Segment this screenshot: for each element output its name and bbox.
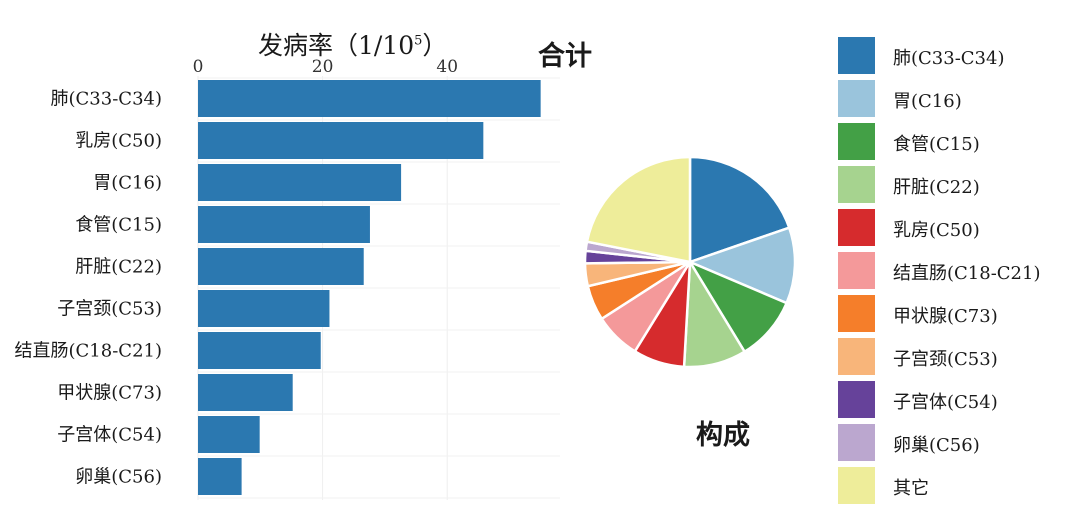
legend-swatch [838,381,875,418]
bar [198,290,330,327]
y-tick-label: 甲状腺(C73) [57,383,162,404]
legend-swatch [838,295,875,332]
y-tick-label: 子宫体(C54) [57,425,162,446]
legend-swatch [838,37,875,74]
legend-swatch [838,338,875,375]
x-tick-label: 20 [312,57,334,77]
y-tick-label: 肺(C33-C34) [51,89,162,110]
bar [198,122,484,159]
incidence-bar-chart: 0 20 40 肺(C33-C34) 乳房(C50) 胃(C16) 食管(C15) 肝脏(C2… [15,57,560,500]
legend-item: 乳房(C50) [838,209,1078,247]
legend-label: 结直肠(C18-C21) [893,263,1041,284]
legend-label: 食管(C15) [893,134,980,155]
legend-label: 肝脏(C22) [893,177,980,198]
legend-item: 肺(C33-C34) [838,37,1078,75]
y-tick-label: 结直肠(C18-C21) [15,341,162,362]
pie-slice [585,155,692,264]
legend-item: 食管(C15) [838,123,1078,161]
y-tick-label: 肝脏(C22) [75,257,162,278]
legend-swatch [838,80,875,117]
bar [198,416,260,453]
legend-swatch [838,166,875,203]
y-tick-label: 子宫颈(C53) [57,299,162,320]
pie-title-composition: 构成 [696,420,750,451]
legend-swatch [838,252,875,289]
legend-label: 其它 [893,478,929,499]
legend-label: 乳房(C50) [893,220,980,241]
bar [198,248,364,285]
chart-title-total: 合计 [538,41,592,72]
legend-item: 卵巢(C56) [838,424,1078,462]
bar [198,374,293,411]
pie-slice [686,226,797,305]
y-tick-label: 食管(C15) [75,215,162,236]
y-tick-label: 卵巢(C56) [75,467,162,488]
legend-item: 甲状腺(C73) [838,295,1078,333]
x-axis-title: 发病率（1/105） [258,31,448,60]
bar [198,164,402,201]
legend-item: 子宫体(C54) [838,381,1078,419]
x-tick-label: 0 [193,57,204,77]
bar [198,458,242,495]
legend-label: 卵巢(C56) [893,435,980,456]
x-tick-label: 40 [436,57,458,77]
bar [198,80,541,117]
legend-item: 子宫颈(C53) [838,338,1078,376]
legend-item: 胃(C16) [838,80,1078,118]
y-tick-label: 胃(C16) [93,173,162,194]
legend-item: 其它 [838,467,1078,505]
legend-swatch [838,424,875,461]
legend-label: 肺(C33-C34) [893,48,1005,69]
legend-swatch [838,123,875,160]
legend-label: 子宫体(C54) [893,392,998,413]
y-tick-label: 乳房(C50) [75,131,162,152]
bar [198,332,321,369]
bar [198,206,370,243]
legend-item: 肝脏(C22) [838,166,1078,204]
legend-label: 胃(C16) [893,91,962,112]
legend-swatch [838,209,875,246]
legend-label: 甲状腺(C73) [893,306,998,327]
legend-label: 子宫颈(C53) [893,349,998,370]
legend-swatch [838,467,875,504]
legend-item: 结直肠(C18-C21) [838,252,1078,290]
